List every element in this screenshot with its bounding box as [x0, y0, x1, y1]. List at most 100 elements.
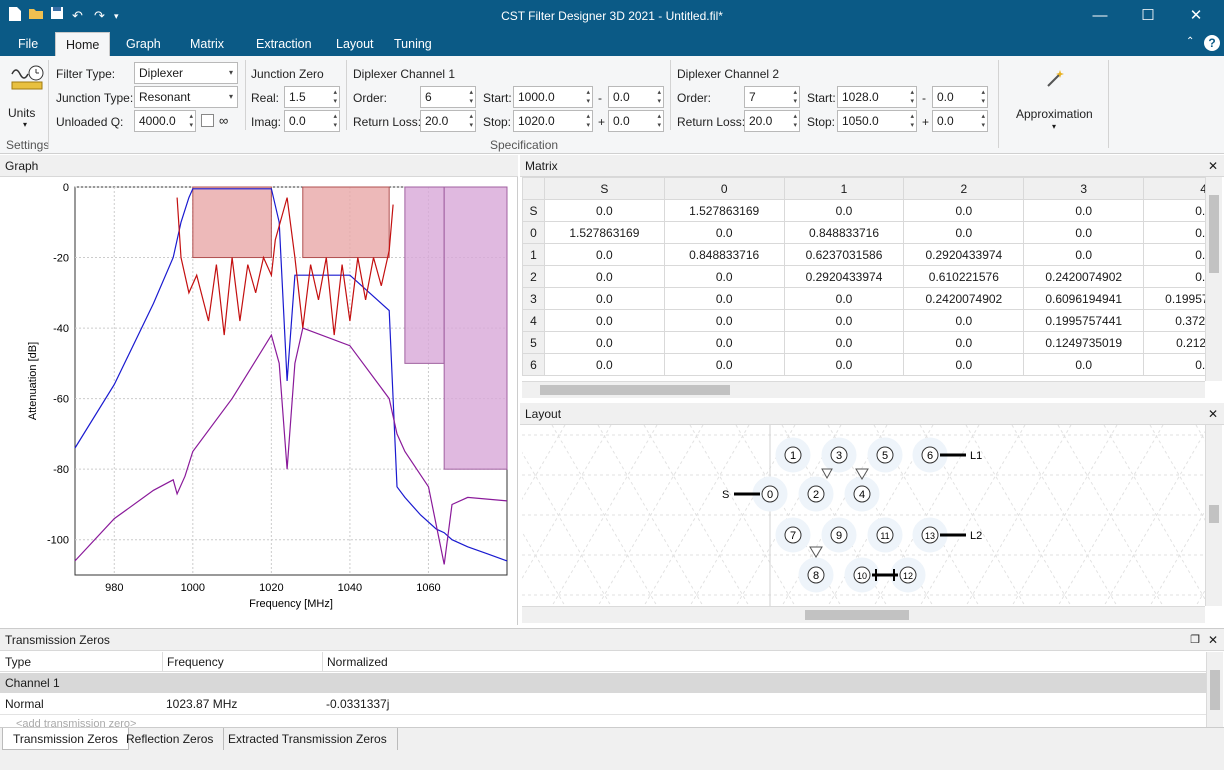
redo-icon[interactable]: ↷	[94, 8, 105, 23]
matrix-cell[interactable]: 0.0	[783, 287, 905, 310]
tz-col-normalized[interactable]: Normalized	[322, 652, 388, 672]
matrix-cell[interactable]: 0.0	[1023, 221, 1145, 244]
tab-graph[interactable]: Graph	[126, 37, 161, 51]
tab-matrix[interactable]: Matrix	[190, 37, 225, 51]
matrix-cell[interactable]: 0.0	[1143, 265, 1205, 288]
close-matrix-icon[interactable]: ✕	[1207, 159, 1218, 173]
close-tz-icon[interactable]: ✕	[1207, 633, 1218, 647]
quick-access-dropdown-icon[interactable]: ▾	[114, 11, 119, 21]
matrix-cell[interactable]: 0.0	[783, 331, 905, 354]
matrix-cell[interactable]: 0.1995757441	[1023, 309, 1145, 332]
matrix-row-header[interactable]: S	[522, 199, 545, 222]
ch2-stop-offset-field[interactable]: 0.0 ▴ ▾	[932, 110, 988, 132]
matrix-cell[interactable]: 0.0	[543, 353, 665, 376]
tab-reflection-zeros[interactable]: Reflection Zeros	[116, 728, 225, 750]
matrix-cell[interactable]: 0.0	[1143, 243, 1205, 266]
matrix-cell[interactable]: 0.0	[663, 309, 785, 332]
matrix-cell[interactable]: 0.0	[1023, 243, 1145, 266]
float-pane-icon[interactable]: ❐	[1190, 634, 1200, 646]
matrix-column-header[interactable]: 0	[663, 177, 785, 200]
matrix-cell[interactable]: 0.0	[903, 199, 1025, 222]
matrix-cell[interactable]: 0.1249735019	[1023, 331, 1145, 354]
matrix-column-header[interactable]: S	[543, 177, 665, 200]
tab-layout[interactable]: Layout	[336, 37, 374, 51]
matrix-row-header[interactable]: 5	[522, 331, 545, 354]
matrix-cell[interactable]: 0.0	[1143, 353, 1205, 376]
layout-hscroll-thumb[interactable]	[805, 610, 909, 620]
matrix-cell[interactable]: 0.0	[1023, 199, 1145, 222]
matrix-cell[interactable]: 0.2420074902	[903, 287, 1025, 310]
table-row[interactable]: Normal 1023.87 MHz -0.0331337j	[0, 693, 1206, 715]
filter-type-combo[interactable]: Diplexer ▾	[134, 62, 238, 84]
matrix-row-header[interactable]: 1	[522, 243, 545, 266]
matrix-cell[interactable]: 0.0	[903, 331, 1025, 354]
infinite-q-checkbox[interactable]	[201, 114, 214, 127]
matrix-cell[interactable]: 0.0	[663, 353, 785, 376]
matrix-cell[interactable]: 0.0	[783, 309, 905, 332]
ch2-stop-field[interactable]: 1050.0 ▴ ▾	[837, 110, 917, 132]
matrix-vertical-scrollbar[interactable]	[1205, 177, 1222, 381]
matrix-column-header[interactable]: 4	[1143, 177, 1205, 200]
matrix-cell[interactable]: 0.0	[543, 199, 665, 222]
matrix-row-header[interactable]: 3	[522, 287, 545, 310]
collapse-ribbon-icon[interactable]: ⌃	[1186, 36, 1195, 47]
matrix-cell[interactable]: 0.0	[1023, 353, 1145, 376]
unloaded-q-field[interactable]: 4000.0 ▴ ▾	[134, 110, 196, 132]
matrix-cell[interactable]: 0.3723451	[1143, 309, 1205, 332]
matrix-column-header[interactable]: 3	[1023, 177, 1145, 200]
matrix-column-header[interactable]: 2	[903, 177, 1025, 200]
maximize-button[interactable]: ☐	[1141, 7, 1155, 24]
tz-group-row[interactable]: Channel 1	[0, 673, 1206, 693]
open-folder-icon[interactable]	[28, 6, 44, 26]
matrix-cell[interactable]: 0.0	[783, 199, 905, 222]
ch1-return-loss-field[interactable]: 20.0 ▴ ▾	[420, 110, 476, 132]
close-button[interactable]: ✕	[1189, 7, 1203, 24]
matrix-hscroll-thumb[interactable]	[540, 385, 730, 395]
tab-extracted-transmission-zeros[interactable]: Extracted Transmission Zeros	[218, 728, 398, 750]
matrix-cell[interactable]: 0.0	[543, 331, 665, 354]
matrix-horizontal-scrollbar[interactable]	[522, 381, 1205, 398]
matrix-cell[interactable]: 0.1995757441	[1143, 287, 1205, 310]
tab-file[interactable]: File	[18, 37, 39, 51]
matrix-cell[interactable]: 0.0	[903, 221, 1025, 244]
attenuation-chart[interactable]: 980 1000 1020 1040 1060 0 -20 -40 -60 -80 -100 Freq…	[0, 177, 516, 623]
layout-vertical-scrollbar[interactable]	[1205, 425, 1222, 606]
matrix-cell[interactable]: 0.6096194941	[1023, 287, 1145, 310]
ch2-return-loss-field[interactable]: 20.0 ▴ ▾	[744, 110, 800, 132]
minimize-button[interactable]: —	[1092, 7, 1108, 24]
add-zero-placeholder[interactable]: <add transmission zero>	[16, 718, 137, 727]
undo-icon[interactable]: ↶	[72, 8, 83, 23]
tab-transmission-zeros[interactable]: Transmission Zeros	[2, 728, 129, 750]
ch1-start-field[interactable]: 1000.0 ▴ ▾	[513, 86, 593, 108]
junction-type-combo[interactable]: Resonant ▾	[134, 86, 238, 108]
matrix-cell[interactable]: 0.848833716	[783, 221, 905, 244]
matrix-row-header[interactable]: 6	[522, 353, 545, 376]
matrix-cell[interactable]: 0.2124111	[1143, 331, 1205, 354]
matrix-column-header[interactable]: 1	[783, 177, 905, 200]
matrix-cell[interactable]: 0.0	[783, 353, 905, 376]
matrix-cell[interactable]: 0.0	[663, 221, 785, 244]
tz-vscroll-thumb[interactable]	[1210, 670, 1220, 710]
matrix-cell[interactable]: 0.6237031586	[783, 243, 905, 266]
units-button[interactable]: Units ▾	[6, 62, 46, 129]
matrix-row-header[interactable]: 4	[522, 309, 545, 332]
tz-col-type[interactable]: Type	[5, 655, 32, 669]
tab-extraction[interactable]: Extraction	[256, 37, 312, 51]
tab-tuning[interactable]: Tuning	[394, 37, 432, 51]
matrix-vscroll-thumb[interactable]	[1209, 195, 1219, 273]
matrix-cell[interactable]: 0.0	[543, 265, 665, 288]
matrix-cell[interactable]: 0.610221576	[903, 265, 1025, 288]
matrix-cell[interactable]: 0.2920433974	[903, 243, 1025, 266]
close-layout-icon[interactable]: ✕	[1207, 407, 1218, 421]
layout-horizontal-scrollbar[interactable]	[522, 606, 1205, 623]
matrix-cell[interactable]: 0.848833716	[663, 243, 785, 266]
matrix-cell[interactable]: 0.0	[543, 309, 665, 332]
matrix-cell[interactable]: 0.2420074902	[1023, 265, 1145, 288]
matrix-cell[interactable]: 1.527863169	[663, 199, 785, 222]
tab-home[interactable]: Home	[55, 32, 111, 56]
matrix-grid[interactable]: S01234 S0.01.5278631690.00.00.00.001.527…	[522, 177, 1205, 381]
ch1-order-field[interactable]: 6 ▴ ▾	[420, 86, 476, 108]
layout-vscroll-thumb[interactable]	[1209, 505, 1219, 523]
matrix-cell[interactable]: 1.527863169	[543, 221, 665, 244]
